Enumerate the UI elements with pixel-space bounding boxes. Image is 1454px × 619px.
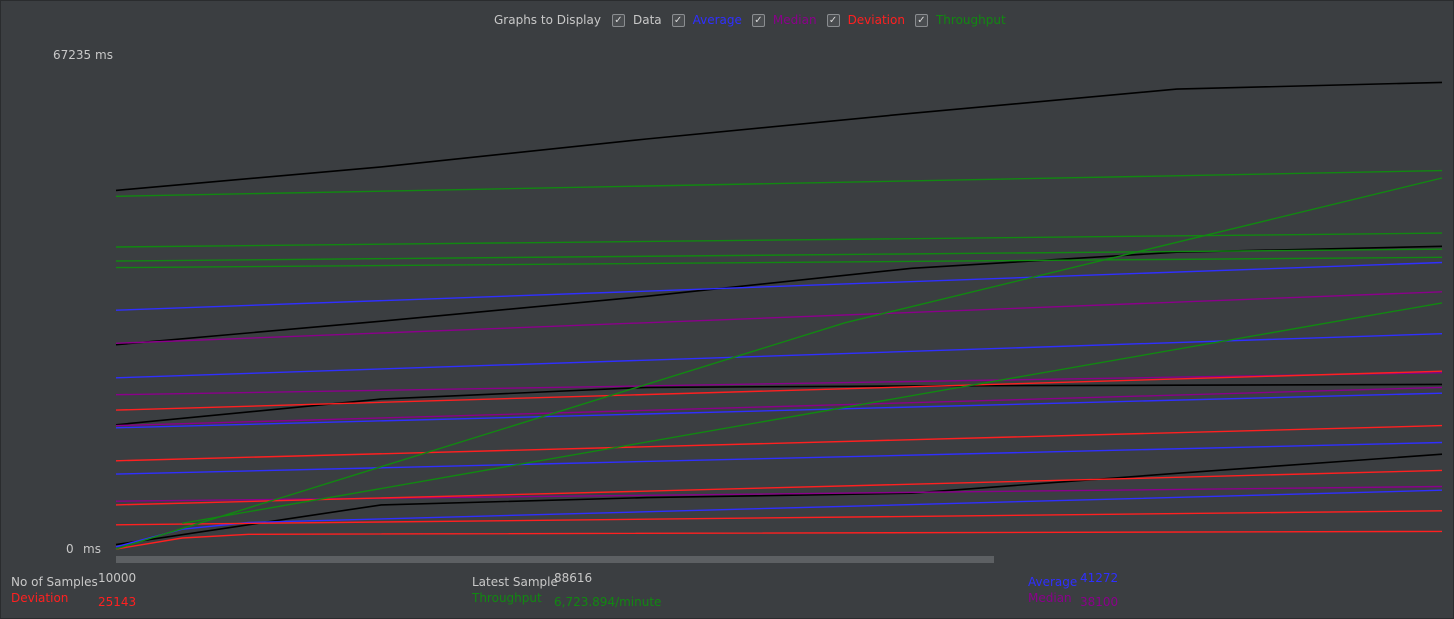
- y-axis-max-unit: ms: [95, 48, 113, 62]
- deviation-line-1: [115, 370, 1443, 411]
- deviation-label: Deviation: [847, 13, 905, 27]
- legend-item-deviation[interactable]: ✓ Deviation: [826, 13, 905, 27]
- y-axis-min-unit: ms: [83, 542, 101, 556]
- median-label: Median: [772, 13, 817, 27]
- average-checkbox[interactable]: ✓: [671, 13, 685, 27]
- throughput-line-1: [115, 169, 1443, 197]
- y-axis-min-label: 0: [66, 542, 74, 556]
- average-line-4: [115, 441, 1443, 475]
- throughput-line-2: [115, 232, 1443, 248]
- throughput-stat-label: Throughput: [472, 591, 542, 605]
- median-line-2: [115, 372, 1443, 396]
- samples-value: 10000: [98, 571, 137, 585]
- median-checkbox[interactable]: ✓: [751, 13, 765, 27]
- median-stat-label: Median: [1028, 591, 1072, 605]
- legend-item-throughput[interactable]: ✓ Throughput: [914, 13, 1006, 27]
- average-line-3: [115, 392, 1443, 429]
- throughput-line-5: [115, 177, 1443, 550]
- throughput-stat-value: 6,723.894/minute: [554, 595, 662, 609]
- data-line-1: [115, 81, 1443, 192]
- samples-label: No of Samples: [11, 575, 98, 589]
- graphs-to-display-bar: Graphs to Display ✓ Data ✓ Average ✓ Med…: [494, 12, 1016, 28]
- legend-item-median[interactable]: ✓ Median: [751, 13, 817, 27]
- deviation-line-4: [115, 510, 1443, 526]
- data-label: Data: [632, 13, 662, 27]
- legend-item-data[interactable]: ✓ Data: [611, 13, 662, 27]
- average-line-1: [115, 261, 1443, 311]
- data-line-2: [115, 245, 1443, 346]
- throughput-checkbox[interactable]: ✓: [914, 13, 928, 27]
- data-checkbox[interactable]: ✓: [611, 13, 625, 27]
- horizontal-scrollbar[interactable]: [116, 556, 994, 563]
- deviation-line-3: [115, 469, 1443, 506]
- latest-sample-label: Latest Sample: [472, 575, 558, 589]
- deviation-stat-label: Deviation: [11, 591, 69, 605]
- graphs-to-display-label: Graphs to Display: [494, 13, 601, 27]
- median-line-4: [115, 485, 1443, 502]
- latest-sample-value: 88616: [554, 571, 593, 585]
- average-line-2: [115, 333, 1443, 379]
- throughput-line-3: [115, 248, 1443, 262]
- data-line-4: [115, 453, 1443, 546]
- deviation-stat-value: 25143: [98, 595, 137, 609]
- median-line-3: [115, 386, 1443, 427]
- average-stat-label: Average: [1028, 575, 1078, 589]
- average-stat-value: 41272: [1080, 571, 1119, 585]
- deviation-checkbox[interactable]: ✓: [826, 13, 840, 27]
- throughput-line-4: [115, 256, 1443, 269]
- throughput-label: Throughput: [935, 13, 1006, 27]
- legend-item-average[interactable]: ✓ Average: [671, 13, 742, 27]
- average-label: Average: [692, 13, 742, 27]
- y-axis-max-label: 67235: [53, 48, 92, 62]
- median-stat-value: 38100: [1080, 595, 1119, 609]
- throughput-line-6: [182, 302, 1443, 524]
- deviation-line-2: [115, 424, 1443, 462]
- median-line-1: [115, 291, 1443, 344]
- deviation-line-5: [115, 530, 1443, 550]
